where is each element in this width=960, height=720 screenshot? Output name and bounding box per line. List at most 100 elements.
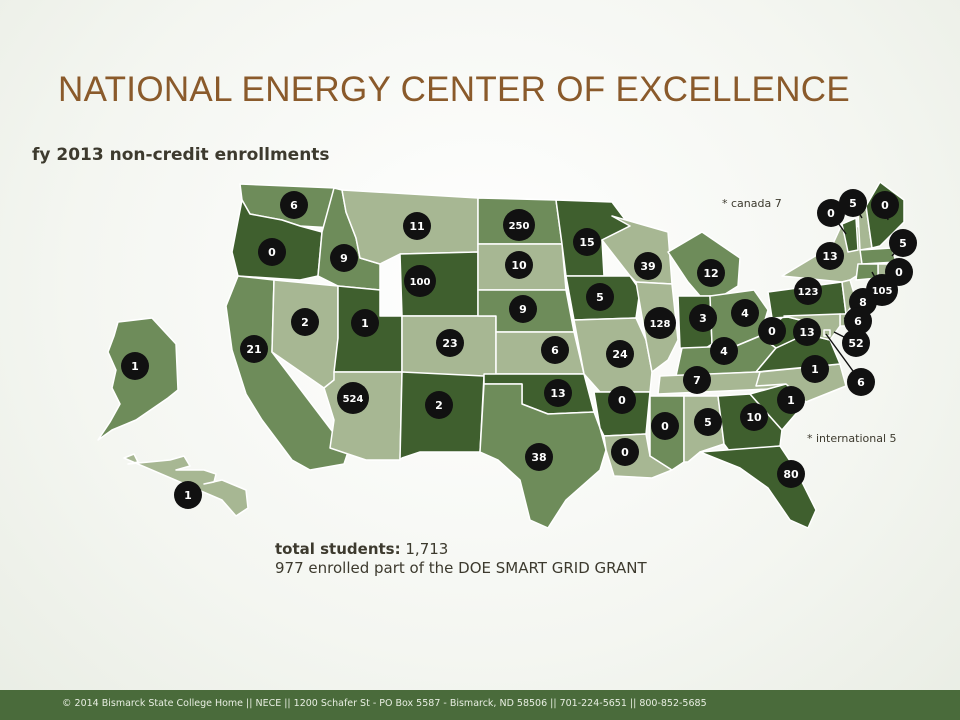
enrollment-value: 1 [184, 489, 192, 502]
badge-circle [731, 299, 759, 327]
enrollment-badge-pa: 123 [794, 277, 822, 305]
enrollment-badge-id: 9 [330, 244, 358, 272]
badge-circle [694, 408, 722, 436]
state-vt [841, 217, 859, 253]
total-students-line: total students: 1,713 [275, 540, 647, 559]
badge-circle [351, 309, 379, 337]
enrollment-badge-il: 128 [644, 307, 676, 339]
enrollment-value: 1 [131, 360, 139, 373]
badge-circle [847, 368, 875, 396]
enrollment-badge-ak: 1 [121, 352, 149, 380]
badge-circle [611, 438, 639, 466]
badge-circle [651, 412, 679, 440]
enrollment-badge-ia: 5 [586, 283, 614, 311]
enrollment-value: 524 [343, 394, 364, 405]
state-az [323, 371, 403, 461]
badge-circle [544, 379, 572, 407]
enrollment-badge-mo: 24 [606, 340, 634, 368]
enrollment-value: 5 [704, 416, 712, 429]
total-students-label: total students: [275, 540, 401, 558]
enrollment-value: 13 [799, 326, 814, 339]
enrollment-value: 9 [340, 252, 348, 265]
enrollment-value: 2 [435, 399, 443, 412]
enrollment-value: 15 [579, 236, 594, 249]
badge-circle [240, 335, 268, 363]
enrollment-value: 6 [551, 344, 559, 357]
badge-circle [573, 228, 601, 256]
enrollment-value: 8 [859, 296, 867, 309]
enrollment-value: 123 [798, 287, 819, 298]
enrollment-badge-ky: 4 [710, 337, 738, 365]
enrollment-badge-tn: 7 [683, 366, 711, 394]
enrollment-value: 12 [703, 267, 718, 280]
state-hi [123, 453, 249, 517]
badge-circle [710, 337, 738, 365]
enrollment-value: 5 [596, 291, 604, 304]
enrollment-value: 4 [741, 307, 749, 320]
enrollment-badge-hi: 1 [174, 481, 202, 509]
badge-circle [842, 329, 870, 357]
enrollment-value: 128 [650, 319, 671, 330]
map-subtitle: fy 2013 non-credit enrollments [32, 145, 330, 165]
enrollment-value: 38 [531, 451, 546, 464]
enrollment-value: 24 [612, 348, 628, 361]
enrollment-value: 39 [640, 260, 655, 273]
enrollment-value: 10 [511, 259, 527, 272]
grant-line: 977 enrolled part of the DOE SMART GRID … [275, 559, 647, 577]
enrollment-value: 21 [246, 343, 261, 356]
enrollment-badge-al: 5 [694, 408, 722, 436]
badge-circle [794, 277, 822, 305]
enrollment-badge-ok: 13 [544, 379, 572, 407]
enrollment-badge-ut: 1 [351, 309, 379, 337]
enrollment-badge-co: 23 [436, 329, 464, 357]
enrollment-badge-wy: 100 [404, 265, 436, 297]
enrollment-value: 6 [857, 376, 865, 389]
badge-circle [758, 317, 786, 345]
enrollment-value: 0 [268, 246, 276, 259]
badge-circle [608, 386, 636, 414]
badge-circle [505, 251, 533, 279]
enrollment-badge-mn: 15 [573, 228, 601, 256]
enrollment-badge-sc: 1 [777, 386, 805, 414]
badge-circle [801, 355, 829, 383]
badge-circle [121, 352, 149, 380]
us-enrollment-map: 6021291110015242322501096133815524003912… [97, 181, 917, 529]
footer-bar: © 2014 Bismarck State College Home || NE… [0, 690, 960, 720]
badge-circle [689, 304, 717, 332]
enrollment-badge-nm: 2 [425, 391, 453, 419]
badge-circle [871, 191, 899, 219]
badge-circle [793, 318, 821, 346]
badge-circle [330, 244, 358, 272]
enrollment-value: 13 [822, 250, 837, 263]
enrollment-badge-md: 52 [842, 329, 870, 357]
enrollment-value: 80 [783, 468, 799, 481]
enrollment-badge-ca: 21 [240, 335, 268, 363]
enrollment-badge-de: 6 [844, 307, 872, 335]
enrollment-value: 1 [811, 363, 819, 376]
enrollment-value: 4 [720, 345, 728, 358]
badge-circle [844, 307, 872, 335]
enrollment-value: 105 [872, 286, 893, 297]
badge-circle [839, 189, 867, 217]
enrollment-badge-ar: 0 [608, 386, 636, 414]
enrollment-value: 52 [848, 337, 863, 350]
enrollment-badge-sd: 10 [505, 251, 533, 279]
enrollment-value: 0 [827, 207, 835, 220]
enrollment-badge-dc: 6 [847, 368, 875, 396]
enrollment-badge-mt: 11 [403, 212, 431, 240]
enrollment-badge-wv: 0 [758, 317, 786, 345]
enrollment-value: 0 [881, 199, 889, 212]
enrollment-badge-nh: 5 [839, 189, 867, 217]
badge-circle [403, 212, 431, 240]
badge-circle [280, 191, 308, 219]
badge-circle [683, 366, 711, 394]
badge-circle [817, 199, 845, 227]
international-note: * international 5 [807, 432, 897, 445]
page-title: NATIONAL ENERGY CENTER OF EXCELLENCE [58, 70, 850, 109]
badge-circle [889, 229, 917, 257]
badge-circle [586, 283, 614, 311]
badge-circle [503, 209, 535, 241]
badge-circle [777, 386, 805, 414]
enrollment-value: 1 [787, 394, 795, 407]
enrollment-value: 23 [442, 337, 457, 350]
